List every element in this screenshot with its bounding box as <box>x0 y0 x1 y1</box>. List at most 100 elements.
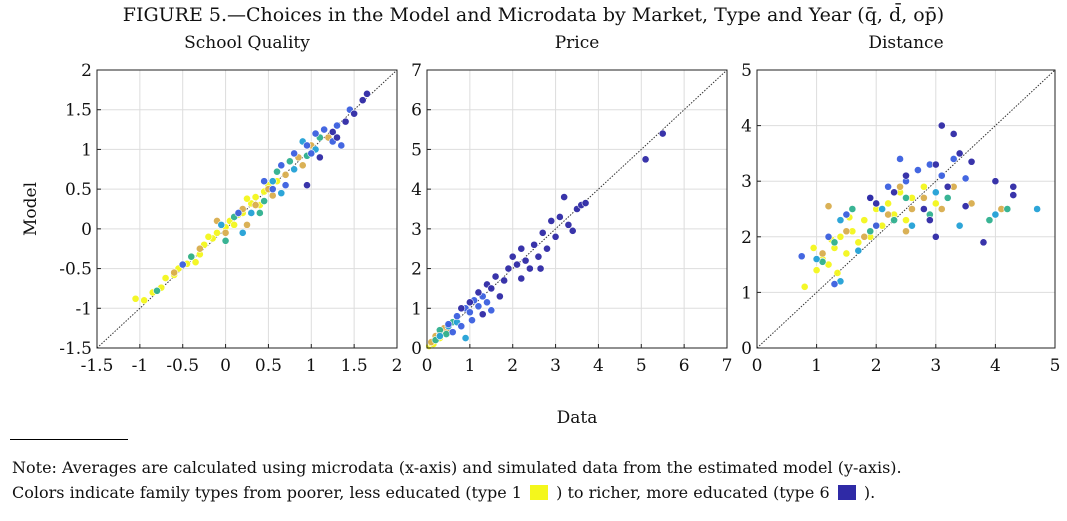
data-point <box>943 193 952 202</box>
data-point <box>251 201 260 209</box>
data-point <box>961 202 970 211</box>
data-point <box>866 193 875 202</box>
data-point <box>260 197 269 205</box>
data-point <box>809 244 818 252</box>
data-point <box>187 252 196 261</box>
data-point <box>350 109 359 118</box>
x-tick-label: 7 <box>722 356 733 376</box>
data-point <box>307 149 316 158</box>
data-point <box>830 238 839 247</box>
x-tick-label: 1 <box>464 356 475 376</box>
data-point <box>247 209 256 217</box>
panel-title: School Quality <box>184 33 310 53</box>
y-tick-label: 1.5 <box>65 101 92 121</box>
data-point <box>521 256 530 265</box>
data-point <box>860 232 869 241</box>
data-point <box>872 221 881 230</box>
data-point <box>311 129 320 138</box>
data-point <box>333 121 341 130</box>
data-point <box>315 153 324 162</box>
data-point <box>204 232 213 241</box>
data-point <box>234 209 243 217</box>
data-point <box>268 177 277 186</box>
data-point <box>937 171 946 180</box>
data-point <box>260 177 269 186</box>
note-text-b: ) to richer, more educated (type 6 <box>556 483 830 502</box>
data-point <box>836 216 845 225</box>
data-point <box>525 264 534 273</box>
x-tick-label: 4 <box>990 356 1001 376</box>
data-point <box>517 244 526 253</box>
data-point <box>435 332 444 340</box>
x-tick-label: 3 <box>550 356 561 376</box>
data-point <box>842 249 851 258</box>
data-point <box>890 188 898 197</box>
data-point <box>178 260 187 269</box>
data-point <box>830 280 839 288</box>
x-tick-label: 4 <box>593 356 604 376</box>
x-tick-label: 0.5 <box>255 356 282 376</box>
data-point <box>140 296 149 305</box>
x-tick-label: 1 <box>306 356 317 376</box>
x-tick-label: 5 <box>636 356 647 376</box>
data-point <box>328 128 337 136</box>
data-point <box>914 166 922 174</box>
x-tick-label: -0.5 <box>166 356 199 376</box>
data-point <box>812 266 821 275</box>
x-tick-label: 2 <box>507 356 518 376</box>
x-tick-label: 2 <box>392 356 403 376</box>
data-point <box>243 220 251 229</box>
x-tick-label: 2 <box>871 356 882 376</box>
data-point <box>949 130 958 138</box>
data-point <box>955 149 964 158</box>
data-point <box>487 306 496 315</box>
y-tick-label: 4 <box>741 117 752 137</box>
note-text-c: ). <box>863 483 876 502</box>
data-point <box>298 161 307 170</box>
y-axis-label: Model <box>21 182 41 236</box>
data-point <box>500 276 509 285</box>
x-tick-label: 0 <box>422 356 433 376</box>
data-point <box>536 264 545 273</box>
data-point <box>491 272 500 281</box>
data-point <box>884 199 893 208</box>
figure-title: FIGURE 5.—Choices in the Model and Micro… <box>122 4 945 26</box>
data-point <box>842 210 851 219</box>
data-point <box>337 141 346 150</box>
y-tick-label: 1 <box>741 283 752 303</box>
data-point <box>483 298 491 307</box>
data-point <box>453 312 461 321</box>
data-point <box>937 121 946 130</box>
data-point <box>991 210 1000 219</box>
data-point <box>281 170 290 179</box>
data-point <box>797 252 806 261</box>
data-point <box>530 240 539 249</box>
y-tick-label: -1.5 <box>59 339 92 359</box>
data-point <box>896 155 904 163</box>
y-tick-label: -1 <box>75 299 92 319</box>
data-point <box>854 238 863 247</box>
x-axis-label: Data <box>557 408 598 428</box>
data-point <box>303 141 311 150</box>
data-point <box>538 228 547 237</box>
data-point <box>833 269 842 277</box>
data-point <box>967 157 976 166</box>
data-point <box>931 160 940 169</box>
data-point <box>884 182 893 191</box>
data-point <box>1009 182 1018 191</box>
data-point <box>281 181 290 190</box>
y-tick-label: 6 <box>411 101 422 121</box>
data-point <box>658 129 667 138</box>
data-point <box>320 125 329 134</box>
y-tick-label: 0.5 <box>65 180 92 200</box>
data-point <box>931 199 940 208</box>
data-point <box>991 177 1000 186</box>
data-point <box>341 117 350 126</box>
data-point <box>925 216 934 225</box>
x-tick-label: 3 <box>930 356 941 376</box>
data-point <box>860 216 869 225</box>
data-point <box>465 298 474 307</box>
data-point <box>955 221 964 230</box>
type6-color-swatch <box>837 485 856 500</box>
data-point <box>170 268 179 277</box>
